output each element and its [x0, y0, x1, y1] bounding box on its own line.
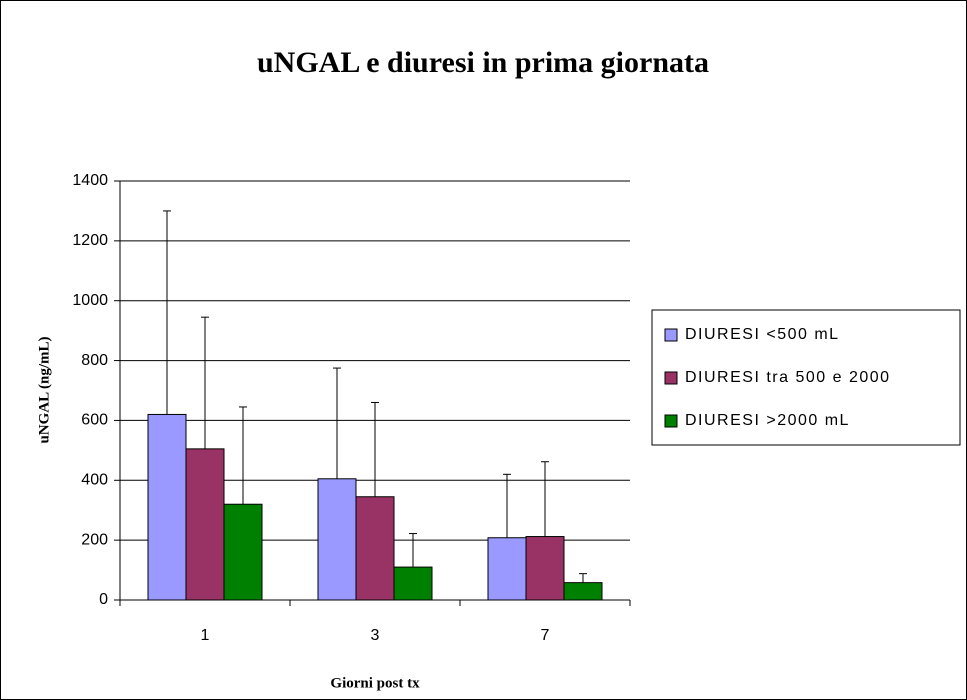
bar: [393, 566, 433, 601]
legend-label: DIURESI >2000 mL: [685, 412, 850, 429]
bar: [147, 413, 187, 601]
y-tick-label: 800: [81, 352, 108, 369]
legend-swatch: [664, 371, 678, 385]
y-tick-label: 1400: [72, 172, 108, 189]
chart-title: uNGAL e diuresi in prima giornata: [257, 46, 709, 79]
bar: [223, 503, 263, 601]
legend-label: DIURESI <500 mL: [685, 326, 840, 343]
bar: [317, 478, 357, 601]
y-tick-label: 400: [81, 472, 108, 489]
bar: [487, 537, 527, 601]
bar: [185, 448, 225, 601]
y-tick-label: 200: [81, 531, 108, 548]
y-tick-label: 600: [81, 412, 108, 429]
x-axis-label: Giorni post tx: [330, 675, 420, 691]
y-tick-label: 1000: [72, 292, 108, 309]
y-tick-label: 1200: [72, 232, 108, 249]
x-tick-label: 1: [201, 627, 210, 644]
bar: [525, 536, 565, 601]
legend: [651, 309, 961, 446]
legend-swatch: [664, 328, 678, 342]
x-tick-label: 3: [371, 627, 380, 644]
legend-label: DIURESI tra 500 e 2000: [685, 369, 891, 386]
y-axis-label: uNGAL (ng/mL): [36, 336, 52, 443]
x-tick-label: 7: [541, 627, 550, 644]
legend-swatch: [664, 414, 678, 428]
y-tick-label: 0: [99, 591, 108, 608]
bar: [355, 496, 395, 601]
bar: [563, 582, 603, 601]
